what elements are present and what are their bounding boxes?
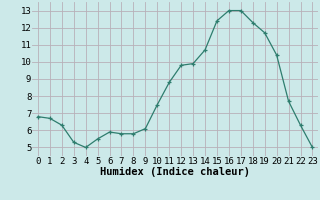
X-axis label: Humidex (Indice chaleur): Humidex (Indice chaleur) <box>100 167 250 177</box>
